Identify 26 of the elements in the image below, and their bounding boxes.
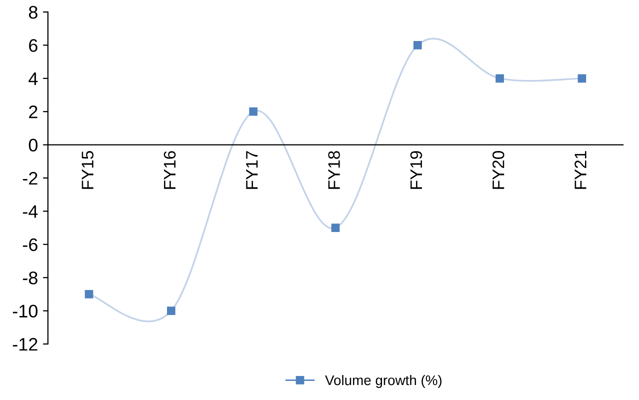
y-tick-label: 0	[28, 138, 38, 152]
y-tick-label: -12	[12, 338, 38, 351]
x-tick-label: FY21	[574, 151, 586, 189]
x-tick-label: FY17	[246, 151, 258, 189]
x-tick-label: FY15	[82, 151, 94, 189]
y-tick-label: 2	[29, 106, 38, 118]
x-tick-label: FY20	[492, 151, 504, 189]
x-tick-label: FY18	[328, 151, 340, 189]
point	[413, 41, 422, 50]
legend-label: Volume growth (%)	[325, 374, 442, 388]
x-tick-label: FY16	[164, 151, 176, 189]
y-tick-label: -8	[22, 272, 38, 284]
y-tick-label: 4	[28, 72, 38, 85]
y-tick-label: 8	[28, 6, 38, 19]
point	[84, 290, 94, 298]
point	[578, 74, 586, 83]
point	[331, 224, 340, 232]
y-tick-label: -2	[22, 172, 38, 185]
y-tick-label: -10	[12, 304, 38, 318]
point	[166, 306, 176, 315]
y-tick-label: -4	[22, 205, 38, 218]
point	[249, 107, 258, 116]
x-tick-label: FY19	[410, 151, 422, 189]
y-tick-label: 6	[29, 39, 38, 52]
point	[496, 74, 504, 83]
y-tick-label: -6	[22, 238, 38, 252]
